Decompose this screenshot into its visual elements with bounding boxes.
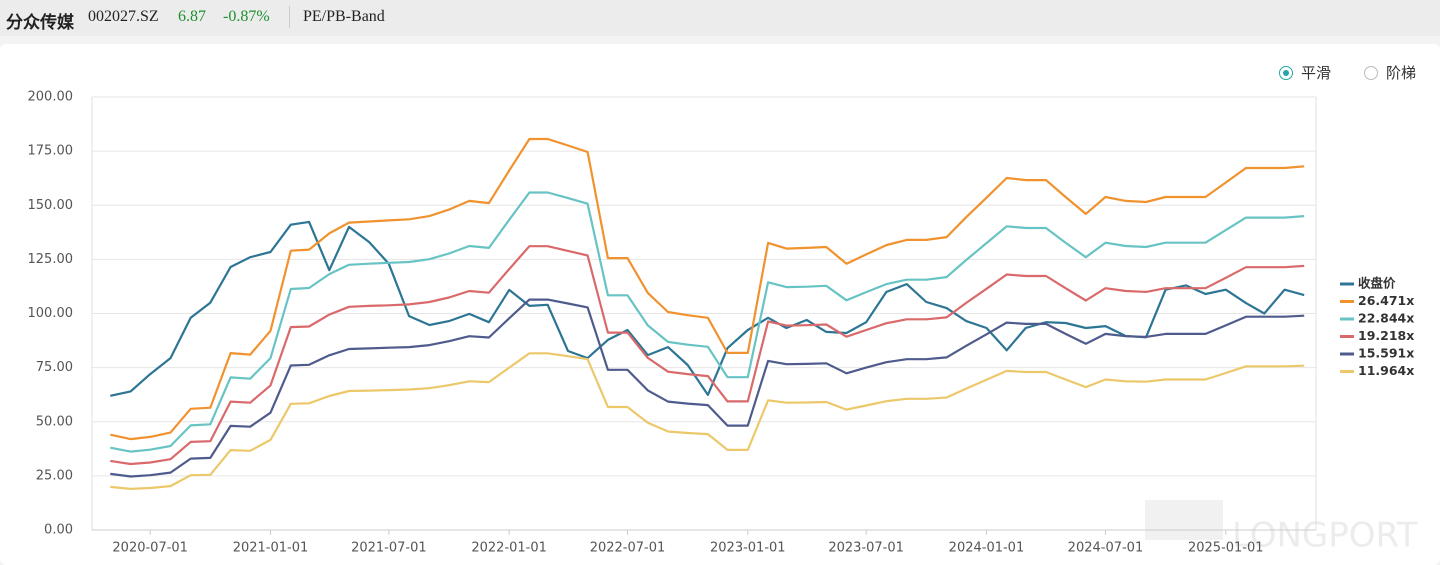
legend-label: 19.218x xyxy=(1358,328,1414,343)
y-tick-label: 75.00 xyxy=(36,360,73,375)
header: 分众传媒 002027.SZ 6.87 -0.87% PE/PB-Band xyxy=(0,0,1440,36)
x-tick-label: 2023-01-01 xyxy=(710,541,786,556)
x-tick-label: 2024-01-01 xyxy=(949,541,1025,556)
watermark: LONGPORT xyxy=(1232,516,1418,556)
x-tick-label: 2021-01-01 xyxy=(233,541,309,556)
stock-code: 002027.SZ xyxy=(88,8,159,25)
series-line xyxy=(110,220,1305,397)
legend-label: 15.591x xyxy=(1358,346,1414,361)
y-tick-label: 50.00 xyxy=(36,414,73,429)
watermark-logo xyxy=(1145,500,1223,540)
radio-option[interactable]: 阶梯 xyxy=(1364,62,1416,83)
series-line xyxy=(110,298,1305,478)
y-tick-label: 25.00 xyxy=(36,468,73,483)
x-tick-label: 2021-07-01 xyxy=(351,541,427,556)
legend-label: 收盘价 xyxy=(1358,276,1396,291)
series-line xyxy=(110,352,1305,490)
x-tick-label: 2022-07-01 xyxy=(590,541,666,556)
y-tick-label: 100.00 xyxy=(28,306,74,321)
y-tick-label: 200.00 xyxy=(28,90,74,105)
legend-label: 26.471x xyxy=(1358,293,1414,308)
series-line xyxy=(110,245,1305,466)
legend-label: 11.964x xyxy=(1358,363,1414,378)
x-tick-label: 2024-07-01 xyxy=(1068,541,1144,556)
x-tick-label: 2020-07-01 xyxy=(112,541,188,556)
stock-name: 分众传媒 xyxy=(6,13,74,32)
series-line xyxy=(110,191,1305,453)
radio-label[interactable]: 阶梯 xyxy=(1386,64,1417,82)
radio-label[interactable]: 平滑 xyxy=(1301,64,1332,82)
chart-card xyxy=(0,44,1440,565)
tab[interactable]: PE/PB-Band xyxy=(303,8,385,25)
price: 6.87 xyxy=(178,8,206,25)
x-tick-label: 2023-07-01 xyxy=(828,541,904,556)
y-tick-label: 125.00 xyxy=(28,252,74,267)
y-tick-label: 150.00 xyxy=(28,198,74,213)
series-line xyxy=(110,137,1305,441)
x-tick-label: 2022-01-01 xyxy=(471,541,547,556)
radio-option[interactable]: 平滑 xyxy=(1279,62,1331,83)
change: -0.87% xyxy=(223,8,270,25)
y-tick-label: 175.00 xyxy=(28,144,74,159)
legend-label: 22.844x xyxy=(1358,311,1414,326)
x-tick-label: 2025-01-01 xyxy=(1188,541,1264,556)
y-tick-label: 0.00 xyxy=(44,523,73,538)
